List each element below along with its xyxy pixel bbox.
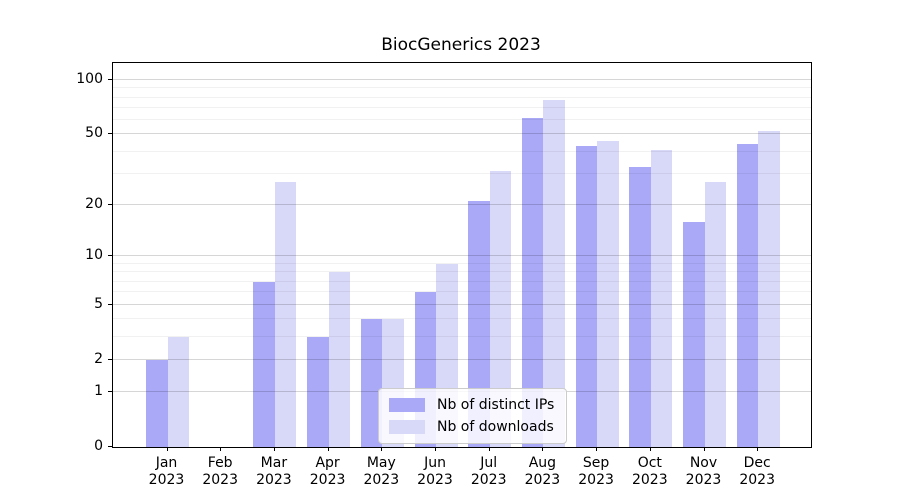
x-tick-mark — [381, 447, 383, 451]
legend-item-downloads: Nb of downloads — [389, 419, 554, 435]
bar-distinct-ips-mar — [253, 281, 275, 447]
bar-downloads-jul — [489, 171, 512, 447]
y-tick-label: 2 — [94, 350, 103, 367]
x-tick-label: Apr 2023 — [309, 455, 346, 488]
y-tick-label: 0 — [94, 438, 103, 454]
x-tick-mark — [488, 447, 490, 451]
legend-item-distinct-ips: Nb of distinct IPs — [389, 397, 554, 413]
x-tick-mark — [327, 447, 329, 451]
bar-downloads-nov — [704, 182, 726, 447]
chart-title: BiocGenerics 2023 — [381, 35, 541, 55]
legend-label-distinct-ips: Nb of distinct IPs — [437, 397, 555, 413]
y-tick-mark — [108, 303, 112, 305]
x-tick-label: Aug 2023 — [524, 455, 561, 488]
x-tick-mark — [220, 447, 222, 451]
bar-distinct-ips-may — [360, 319, 383, 447]
y-tick-mark — [108, 79, 112, 80]
bar-distinct-ips-jul — [468, 201, 490, 447]
y-tick-mark — [108, 358, 112, 360]
bar-downloads-oct — [650, 149, 673, 447]
y-tick-label: 1 — [94, 382, 103, 399]
legend-label-downloads: Nb of downloads — [437, 419, 554, 435]
x-tick-mark — [757, 447, 759, 451]
legend-swatch-distinct-ips — [389, 398, 425, 412]
bar-distinct-ips-sep — [575, 146, 598, 447]
y-tick-mark — [108, 446, 112, 447]
x-tick-mark — [649, 447, 651, 451]
y-tick-label: 20 — [85, 195, 103, 212]
x-tick-label: Jul 2023 — [470, 455, 507, 488]
x-tick-label: Dec 2023 — [739, 455, 775, 488]
bar-downloads-sep — [597, 140, 619, 447]
x-tick-label: Mar 2023 — [256, 455, 292, 488]
x-tick-mark — [435, 447, 436, 451]
x-tick-label: Jan 2023 — [148, 455, 185, 488]
x-tick-label: Feb 2023 — [202, 455, 238, 488]
bars-layer — [113, 63, 811, 447]
y-tick-mark — [108, 203, 112, 205]
bar-downloads-aug — [543, 99, 565, 447]
bar-downloads-dec — [758, 131, 780, 447]
bar-downloads-jan — [167, 336, 189, 447]
bar-downloads-mar — [274, 182, 297, 447]
bar-distinct-ips-jan — [146, 359, 168, 447]
bar-distinct-ips-aug — [521, 117, 544, 447]
legend: Nb of distinct IPs Nb of downloads — [378, 388, 568, 444]
x-tick-mark — [166, 447, 168, 451]
y-tick-label: 5 — [94, 295, 103, 312]
plot-area: Nb of distinct IPs Nb of downloads — [112, 62, 812, 448]
x-tick-mark — [596, 447, 598, 451]
x-tick-mark — [542, 447, 544, 451]
x-tick-label: Oct 2023 — [631, 455, 668, 488]
y-tick-label: 50 — [85, 125, 103, 142]
legend-swatch-downloads — [389, 420, 425, 434]
bar-downloads-apr — [328, 272, 351, 447]
x-tick-label: Jun 2023 — [417, 455, 453, 488]
x-tick-label: Nov 2023 — [685, 455, 722, 488]
y-tick-label: 10 — [85, 247, 103, 264]
y-tick-mark — [108, 133, 112, 135]
x-tick-mark — [703, 447, 705, 451]
bar-distinct-ips-apr — [307, 336, 329, 447]
x-tick-label: Sep 2023 — [578, 455, 614, 488]
bar-distinct-ips-nov — [683, 221, 705, 447]
bar-distinct-ips-dec — [736, 144, 759, 447]
y-tick-mark — [108, 255, 112, 257]
y-tick-label: 100 — [76, 71, 103, 87]
bar-distinct-ips-oct — [629, 166, 651, 447]
x-tick-mark — [273, 447, 275, 451]
y-tick-mark — [108, 390, 112, 392]
x-tick-label: May 2023 — [363, 455, 400, 488]
